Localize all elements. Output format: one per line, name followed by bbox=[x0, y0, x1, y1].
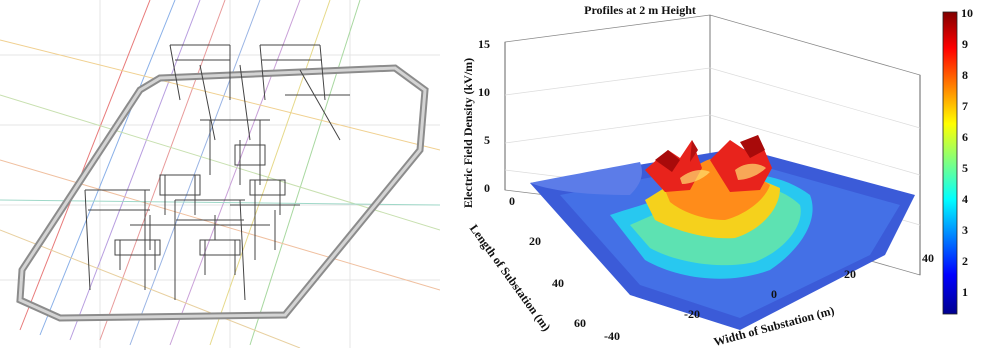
y-tick-label: 60 bbox=[574, 316, 586, 330]
colorbar-tick-label: 8 bbox=[962, 68, 968, 82]
substation-structures bbox=[84, 44, 350, 301]
z-tick-label: 5 bbox=[484, 133, 490, 147]
colorbar-tick-label: 5 bbox=[962, 161, 968, 175]
background-grid bbox=[0, 0, 440, 348]
colorbar-tick-label: 6 bbox=[962, 130, 968, 144]
power-lines bbox=[0, 0, 441, 349]
colorbar-tick-label: 4 bbox=[962, 192, 968, 206]
colorbar-tick-label: 3 bbox=[962, 223, 968, 237]
x-tick-label: 40 bbox=[922, 251, 934, 265]
chart-title: Profiles at 2 m Height bbox=[584, 3, 696, 17]
colorbar-tick-label: 9 bbox=[962, 37, 968, 51]
z-axis-label: Electric Field Density (kV/m) bbox=[461, 58, 475, 208]
y-ticks: 0 20 40 60 bbox=[509, 194, 586, 330]
y-tick-label: 40 bbox=[552, 276, 564, 290]
efield-surface-chart: Profiles at 2 m Height 0 5 10 15 Electri… bbox=[440, 0, 982, 349]
colorbar bbox=[942, 11, 958, 315]
z-tick-label: 10 bbox=[478, 85, 490, 99]
x-tick-label: 20 bbox=[844, 267, 856, 281]
x-tick-label: 0 bbox=[771, 287, 777, 301]
surface-plot: Profiles at 2 m Height 0 5 10 15 Electri… bbox=[461, 3, 973, 349]
colorbar-tick-label: 7 bbox=[962, 99, 968, 113]
x-tick-label: -20 bbox=[684, 307, 700, 321]
colorbar-tick-label: 1 bbox=[962, 285, 968, 299]
z-tick-label: 15 bbox=[478, 37, 490, 51]
z-ticks: 0 5 10 15 bbox=[478, 37, 490, 195]
colorbar-ticks: 10 9 8 7 6 5 4 3 2 1 bbox=[961, 6, 973, 299]
x-ticks: -40 -20 0 20 40 bbox=[604, 251, 934, 343]
z-tick-label: 0 bbox=[484, 181, 490, 195]
colorbar-tick-label: 2 bbox=[962, 254, 968, 268]
surface-mesh bbox=[530, 135, 915, 330]
y-tick-label: 20 bbox=[529, 234, 541, 248]
substation-wireframe-icon bbox=[0, 0, 441, 349]
x-tick-label: -40 bbox=[604, 329, 620, 343]
colorbar-tick-label: 10 bbox=[961, 6, 973, 20]
substation-fence bbox=[16, 64, 429, 322]
y-tick-label: 0 bbox=[509, 194, 515, 208]
substation-wireframe-panel bbox=[0, 0, 441, 349]
